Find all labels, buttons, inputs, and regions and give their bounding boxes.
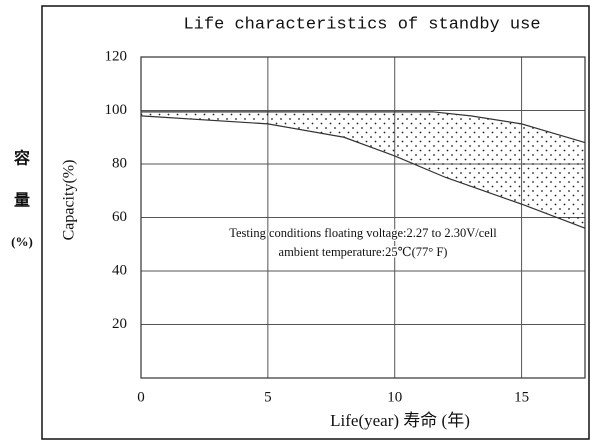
x-tick-label: 10 xyxy=(387,389,402,405)
x-tick-label: 5 xyxy=(264,389,272,405)
plot-frame xyxy=(140,56,586,379)
y-tick-label: 40 xyxy=(112,262,127,278)
x-axis-label: Life(year) 寿命 (年) xyxy=(330,411,470,430)
x-tick-label: 0 xyxy=(137,389,145,405)
band-fill xyxy=(141,111,585,229)
annotation: Testing conditions floating voltage:2.27… xyxy=(229,226,497,240)
y-tick-label: 100 xyxy=(105,102,128,118)
series-line xyxy=(140,115,586,229)
y-tick-label: 20 xyxy=(112,316,127,332)
chart-title: Life characteristics of standby use xyxy=(183,15,540,34)
side-label: 量 xyxy=(14,192,30,210)
y-tick-label: 60 xyxy=(112,209,127,225)
side-label: (%) xyxy=(11,234,33,249)
y-tick-label: 120 xyxy=(105,48,128,64)
y-axis-label: Capacity(%) xyxy=(61,160,78,241)
x-tick-label: 15 xyxy=(514,389,529,405)
annotation: ambient temperature:25℃(77° F) xyxy=(279,245,448,259)
series-line xyxy=(141,111,586,144)
outer-frame xyxy=(41,5,590,440)
y-tick-label: 80 xyxy=(112,155,127,171)
side-label: 容 xyxy=(13,149,30,168)
